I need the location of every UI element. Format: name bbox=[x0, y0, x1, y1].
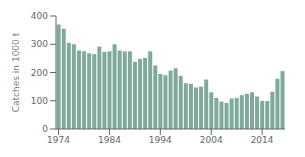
svg-text:1974: 1974 bbox=[47, 135, 70, 145]
svg-text:2004: 2004 bbox=[200, 135, 223, 145]
svg-text:1984: 1984 bbox=[98, 135, 121, 145]
svg-text:0: 0 bbox=[42, 124, 48, 134]
svg-text:100: 100 bbox=[31, 96, 48, 106]
svg-text:200: 200 bbox=[31, 68, 48, 78]
svg-text:300: 300 bbox=[31, 39, 48, 49]
svg-text:1994: 1994 bbox=[149, 135, 172, 145]
svg-text:Catches in 1000 t: Catches in 1000 t bbox=[11, 32, 21, 112]
svg-text:400: 400 bbox=[31, 11, 48, 21]
svg-text:2014: 2014 bbox=[251, 135, 274, 145]
